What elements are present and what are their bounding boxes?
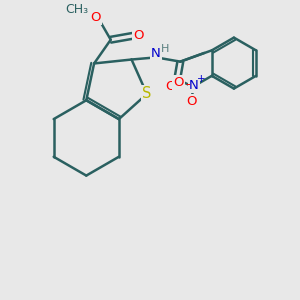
Text: +: +	[197, 74, 206, 85]
Text: -: -	[186, 78, 190, 91]
Text: O: O	[90, 11, 101, 24]
Text: O: O	[173, 76, 184, 88]
Text: CH₃: CH₃	[65, 3, 88, 16]
Text: H: H	[161, 44, 170, 54]
Text: O: O	[166, 80, 176, 93]
Text: N: N	[151, 46, 161, 59]
Text: S: S	[142, 86, 152, 101]
Text: N: N	[189, 79, 199, 92]
Text: O: O	[186, 95, 197, 109]
Text: O: O	[133, 29, 144, 42]
